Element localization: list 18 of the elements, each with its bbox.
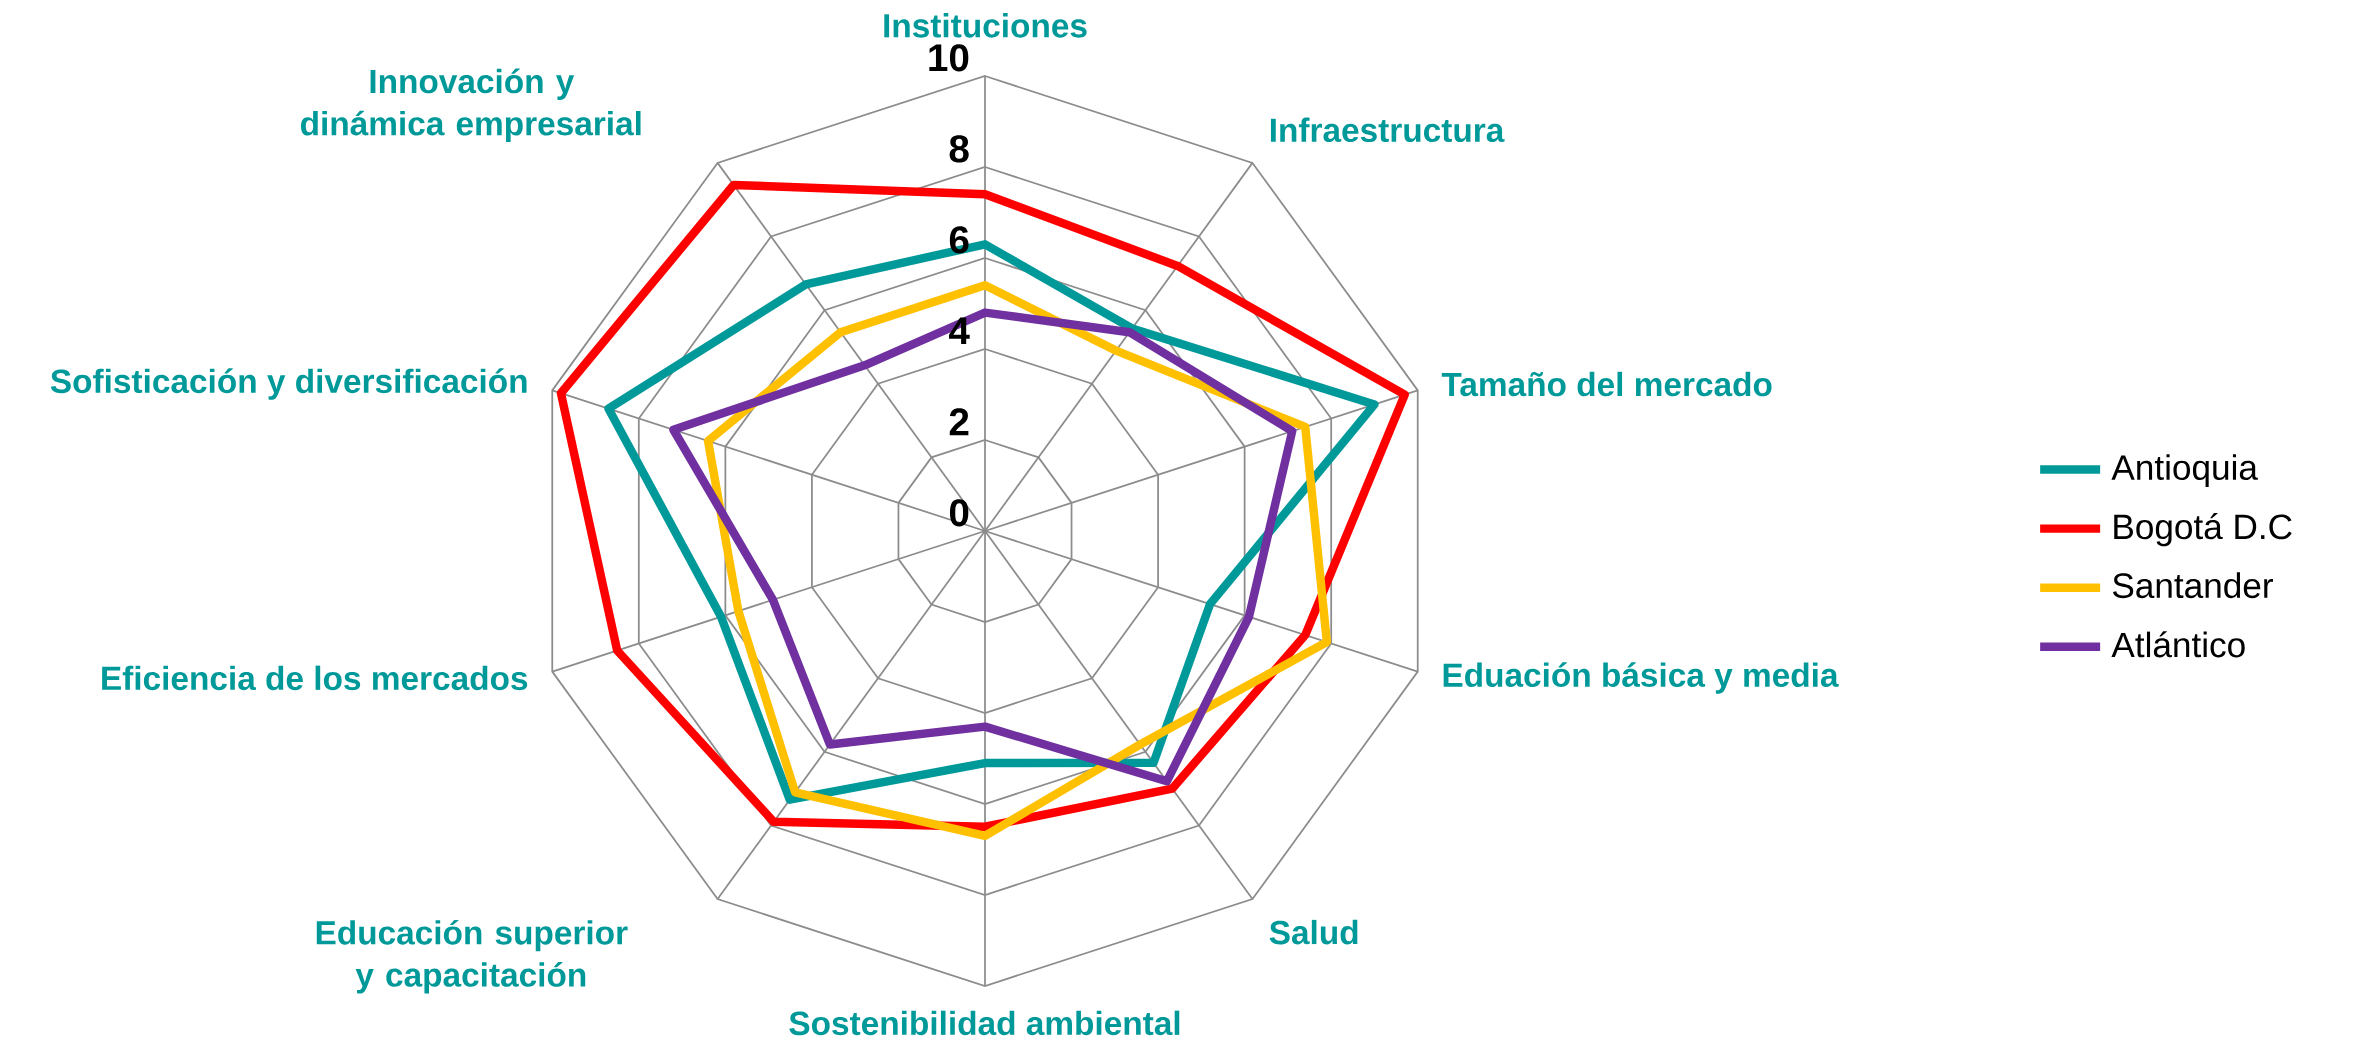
spoke-label: Salud [1269, 919, 1358, 945]
legend-label: Santander [2112, 572, 2273, 599]
legend-label: Antioquia [2111, 454, 2258, 487]
spoke-label: Sostenibilidad ambiental [789, 1010, 1180, 1036]
legend-label: Bogotá D.C [2114, 513, 2292, 547]
spoke-label: Infraestructura [1270, 117, 1505, 143]
spoke-label: Eduación básica y media [1443, 662, 1839, 694]
spoke-label: Tamaño del mercado [1441, 371, 1772, 397]
spoke-label: Sofisticación y diversificación [50, 368, 527, 400]
y-tick-label: 0 [949, 499, 969, 527]
y-tick-label: 2 [949, 408, 969, 436]
spoke-label: Innovación y dinámica empresarial [301, 68, 641, 143]
y-tick-label: 10 [929, 44, 969, 72]
spoke-label: Eficiencia de los mercados [102, 665, 528, 691]
spoke-label: Instituciones [884, 13, 1087, 38]
legend-label: Atlántico [2111, 631, 2245, 658]
y-tick-label: 8 [949, 135, 969, 163]
spoke-label: Educación superior y capacitación [316, 919, 628, 994]
